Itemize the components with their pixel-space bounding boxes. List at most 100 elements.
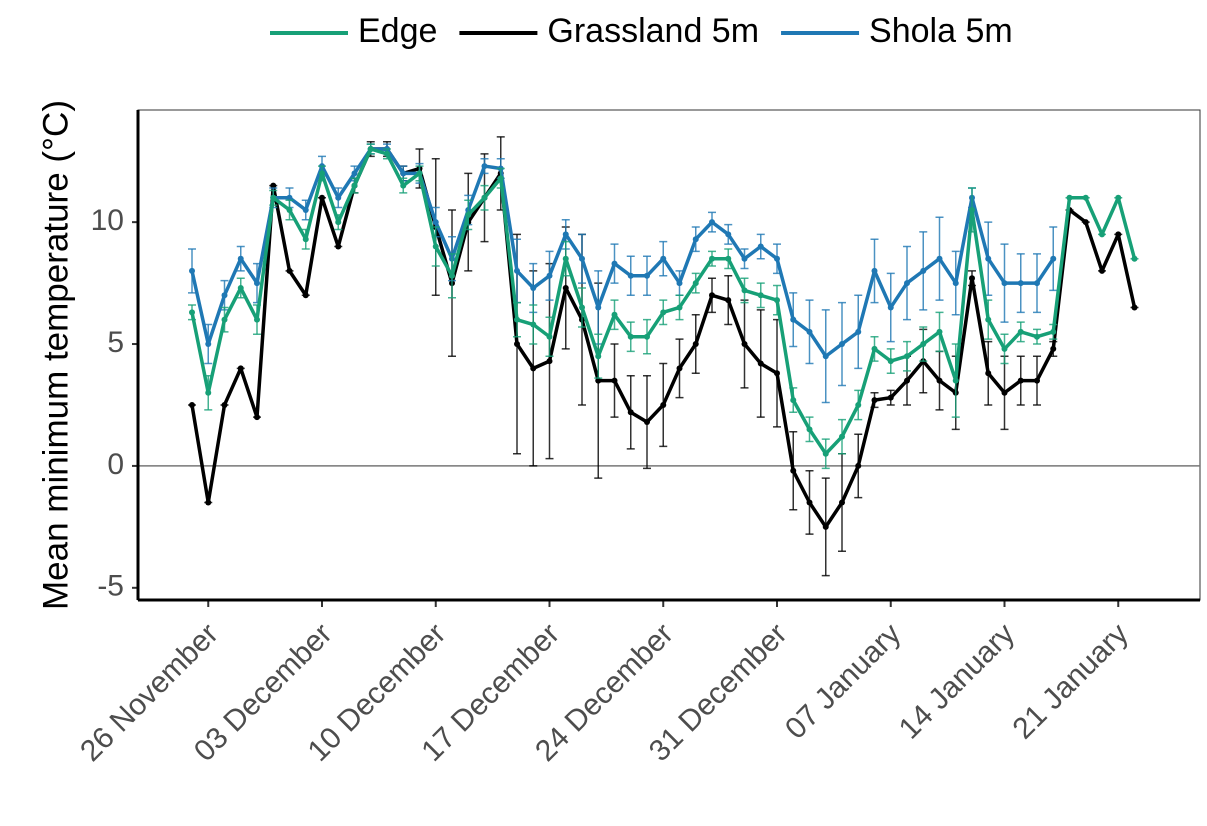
error-cap [626, 321, 635, 353]
error-cap [643, 318, 651, 355]
data-point [920, 267, 927, 274]
data-point [611, 260, 618, 267]
data-point [319, 170, 325, 177]
data-point [530, 284, 537, 291]
error-cap [675, 294, 684, 321]
error-cap [659, 299, 668, 326]
data-point [887, 394, 894, 401]
data-point [692, 236, 699, 243]
data-point [839, 499, 845, 506]
data-point [741, 287, 748, 294]
data-point [741, 255, 748, 262]
error-cap [935, 311, 944, 353]
error-cap [578, 287, 586, 328]
y-tick-label: 10 [91, 204, 124, 237]
data-point [416, 170, 423, 177]
error-cap [789, 292, 798, 348]
error-cap [659, 362, 668, 448]
data-point [871, 267, 878, 274]
data-point [335, 194, 342, 201]
error-cap [724, 223, 733, 245]
error-cap [464, 172, 473, 272]
data-point [985, 370, 992, 377]
data-point [221, 316, 228, 323]
data-point [1034, 377, 1040, 384]
data-point [1099, 267, 1105, 274]
data-point [205, 341, 212, 348]
data-point [237, 365, 244, 372]
error-cap [610, 343, 619, 418]
data-point [1017, 280, 1024, 287]
data-point [481, 163, 488, 170]
data-point [952, 377, 959, 384]
error-cap [724, 248, 733, 270]
data-point [871, 345, 878, 352]
error-cap [1016, 355, 1025, 406]
data-point [384, 150, 390, 157]
data-point [432, 219, 439, 226]
error-cap [626, 374, 635, 450]
x-tick-label: 21 January [1007, 617, 1135, 745]
data-point [855, 328, 862, 335]
data-point [205, 389, 212, 396]
data-point [514, 341, 520, 348]
error-cap [610, 299, 619, 331]
data-point [189, 267, 195, 274]
data-point [579, 255, 585, 262]
data-point [644, 272, 650, 279]
data-point [936, 328, 943, 335]
data-point [302, 236, 309, 243]
error-cap [789, 431, 798, 511]
error-cap [756, 282, 765, 309]
data-point [1001, 280, 1008, 287]
data-point [969, 206, 975, 213]
error-cap [805, 299, 814, 365]
data-point [692, 341, 699, 348]
error-cap [805, 416, 814, 443]
data-point [1050, 328, 1057, 335]
data-point [351, 170, 358, 177]
error-cap [805, 470, 814, 535]
data-point [839, 433, 845, 440]
data-point [400, 182, 407, 189]
error-cap [610, 243, 619, 284]
data-point [709, 219, 715, 226]
error-cap [854, 433, 863, 499]
error-cap [643, 255, 651, 297]
data-point [806, 328, 813, 335]
data-point [1050, 345, 1057, 352]
error-cap [951, 250, 960, 316]
legend-label: Shola 5m [869, 12, 1013, 50]
data-point [822, 523, 829, 530]
legend-label: Edge [358, 12, 437, 50]
data-point [254, 316, 260, 323]
data-point [286, 206, 293, 213]
data-point [855, 401, 862, 408]
error-cap [285, 199, 294, 221]
error-cap [529, 304, 538, 345]
error-cap [838, 418, 846, 455]
error-cap [984, 340, 993, 406]
data-point [871, 397, 878, 404]
data-point [205, 499, 212, 506]
data-point [270, 182, 277, 189]
error-cap [236, 245, 245, 272]
error-cap [431, 158, 440, 297]
error-cap [545, 250, 554, 301]
error-cap [578, 233, 586, 284]
error-cap [919, 326, 928, 362]
data-point [546, 272, 553, 279]
data-point [904, 353, 910, 360]
series [188, 136, 1139, 577]
y-tick-label: -5 [97, 570, 124, 603]
error-cap [724, 275, 733, 326]
error-cap [756, 309, 765, 418]
error-cap [448, 253, 456, 299]
data-point [969, 275, 975, 282]
data-point [644, 333, 650, 340]
data-point [189, 309, 195, 316]
error-cap [480, 153, 489, 243]
data-point [546, 358, 553, 365]
